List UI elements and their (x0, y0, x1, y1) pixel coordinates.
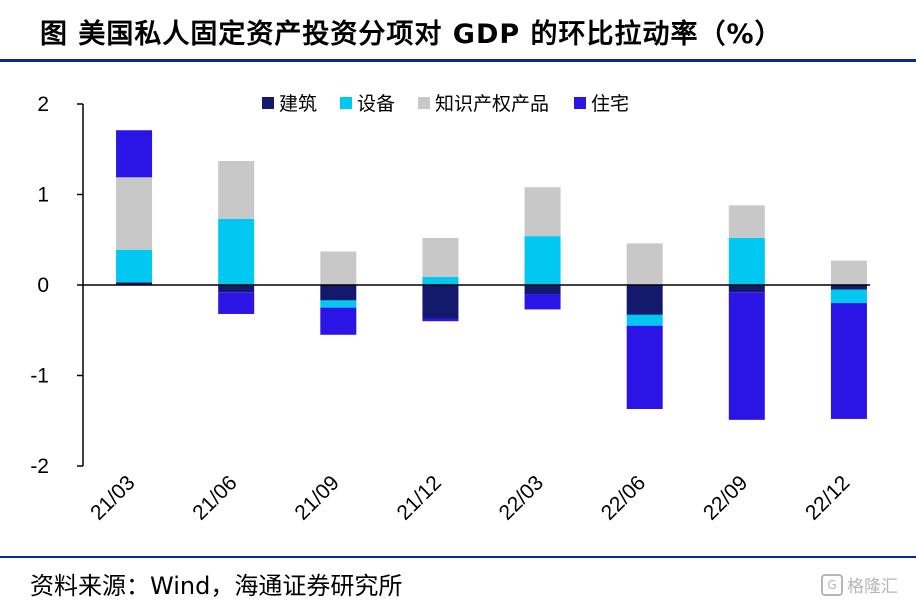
legend-swatch (574, 97, 586, 109)
bar-segment (116, 130, 153, 178)
watermark-text: 格隆汇 (847, 577, 898, 597)
y-tick-label: 0 (37, 274, 49, 297)
bar-segment (524, 294, 561, 310)
title-bar: 图 美国私人固定资产投资分项对 GDP 的环比拉动率（%） (0, 0, 916, 62)
legend-swatch (340, 97, 352, 109)
bar-segment (218, 292, 255, 314)
bar-segment (728, 292, 765, 420)
x-tick-label: 21/03 (86, 471, 139, 524)
x-tick-label: 22/06 (597, 471, 650, 524)
bar-segment (422, 237, 459, 277)
bar-segment (728, 205, 765, 238)
bar-segment (320, 300, 357, 308)
y-tick-label: 2 (37, 93, 49, 116)
legend-label: 知识产权产品 (435, 93, 549, 115)
stacked-bar-chart: 2 1 0 -1 -2 21/03 21/06 21/09 21/12 22/03 22/06 22/… (30, 93, 870, 525)
legend-swatch (262, 97, 274, 109)
source-note: 资料来源：Wind，海通证券研究所 (30, 572, 403, 600)
y-tick-label: -2 (30, 455, 49, 478)
watermark: G 格隆汇 (821, 572, 898, 597)
bar-segment (422, 276, 459, 285)
y-tick-label: -1 (30, 365, 49, 388)
plot-area: 2 1 0 -1 -2 21/03 21/06 21/09 21/12 22/03 22/06 22/… (30, 93, 870, 525)
bar-segment (830, 285, 867, 290)
bar-segment (524, 285, 561, 295)
bar-segment (626, 285, 663, 315)
bar-segment (626, 243, 663, 285)
bar-segment (218, 161, 255, 219)
x-tick-label: 21/06 (188, 471, 241, 524)
bar-segment (116, 282, 153, 285)
x-tick-label: 22/03 (495, 471, 548, 524)
bar-segment (830, 289, 867, 304)
x-tick-label: 22/12 (801, 471, 854, 524)
legend-label: 建筑 (279, 93, 317, 115)
bar-segment (728, 237, 765, 285)
x-tick-label: 22/09 (699, 471, 752, 524)
y-tick-label: 1 (37, 184, 49, 207)
bar-segment (320, 251, 357, 285)
bar-segment (218, 218, 255, 285)
bar-segment (218, 285, 255, 293)
bar-segment (524, 236, 561, 285)
bar-segment (626, 314, 663, 326)
legend-label: 设备 (357, 93, 395, 115)
bar-segment (830, 260, 867, 285)
bar-segment (116, 177, 153, 250)
bar-segment (626, 325, 663, 409)
legend-swatch (418, 97, 430, 109)
bar-segment (320, 285, 357, 301)
bar-segment (524, 187, 561, 237)
bar-segment (728, 285, 765, 293)
bar-segment (422, 285, 459, 319)
bar-segment (422, 318, 459, 322)
x-tick-label: 21/12 (393, 471, 446, 524)
x-tick-label: 21/09 (290, 471, 343, 524)
footer-rule (0, 556, 916, 558)
bar-segment (320, 307, 357, 335)
bar-segment (830, 303, 867, 419)
chart-title: 图 美国私人固定资产投资分项对 GDP 的环比拉动率（%） (40, 19, 783, 50)
legend-label: 住宅 (591, 93, 629, 115)
bar-segment (116, 249, 153, 283)
watermark-logo-icon: G (821, 573, 843, 596)
